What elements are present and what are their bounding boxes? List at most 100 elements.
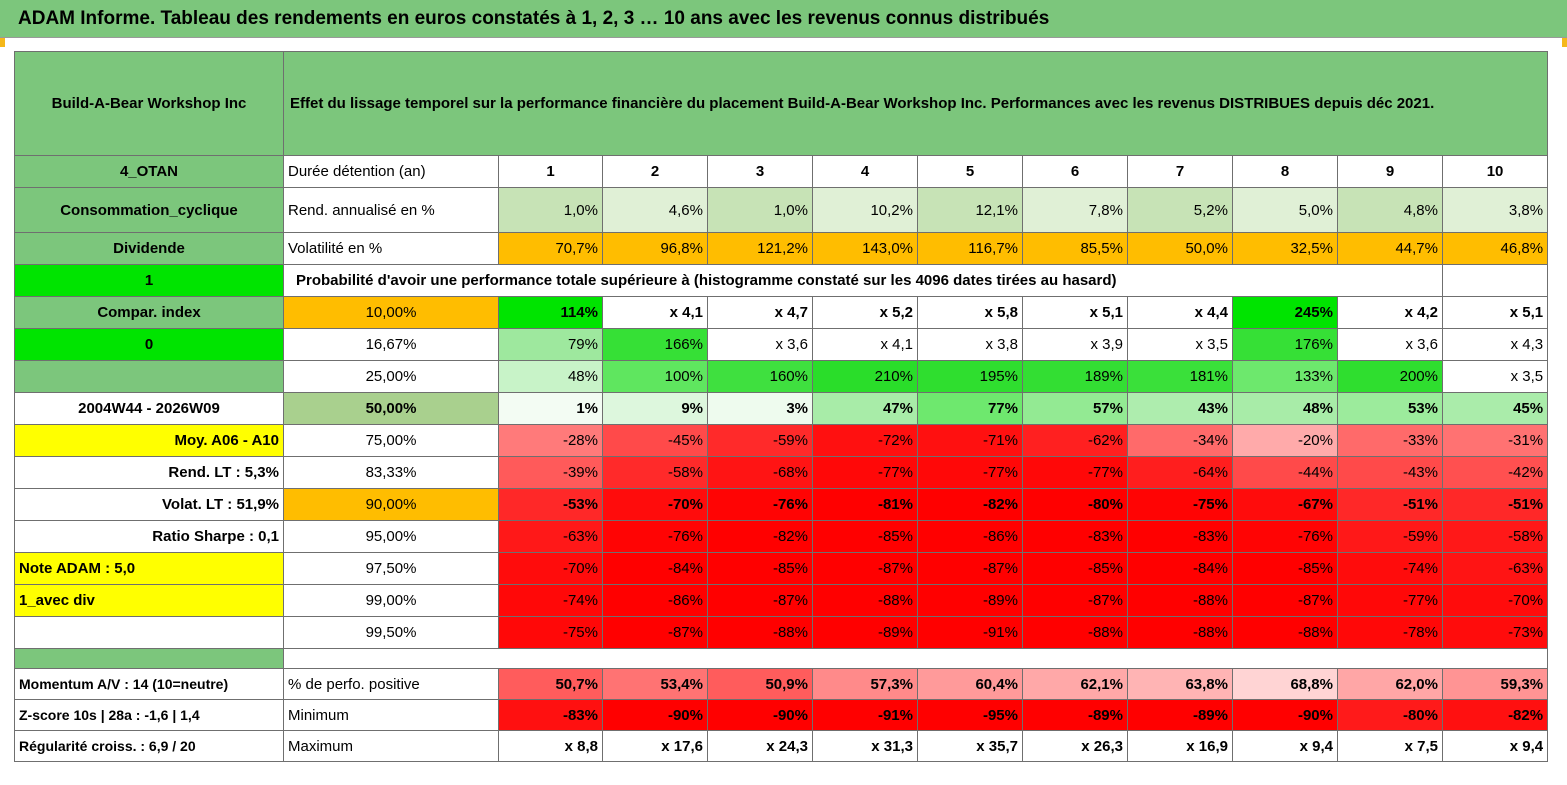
duration-label: Durée détention (an) [283,155,499,188]
compar-index-label: Compar. index [14,296,284,329]
minimum-row: Z-score 10s | 28a : -1,6 | 1,4 Minimum -83… [14,699,1549,731]
year-header-4: 4 [812,155,918,188]
quantile-value-9: 200% [1337,360,1443,393]
quantile-row: 0 16,67% 79% 166% x 3,6 x 4,1 x 3,8 x 3,9 x 3,5 1… [14,328,1549,361]
minimum-5: -95% [917,699,1023,731]
quantile-percent: 97,50% [283,552,499,585]
note-adam-label: Note ADAM : 5,0 [14,552,284,585]
quantile-value-4: -72% [812,424,918,457]
quantile-percent: 50,00% [283,392,499,425]
annualized-return-row: Consommation_cyclique Rend. annualisé en … [14,187,1549,233]
quantile-value-9: -77% [1337,584,1443,617]
quantile-value-2: -76% [602,520,708,553]
volatility-10: 46,8% [1441,232,1549,265]
volatility-9: 44,7% [1337,232,1443,265]
quantile-value-3: -82% [707,520,813,553]
quantile-value-1: 114% [498,296,603,329]
empty-cell [14,616,284,649]
quantile-value-8: -85% [1232,552,1338,585]
corner-marker-right [1562,38,1567,47]
quantile-value-1: 79% [498,328,603,361]
quantile-value-10: 45% [1441,392,1549,425]
regularity-label: Régularité croiss. : 6,9 / 20 [14,730,284,762]
quantile-value-6: x 3,9 [1022,328,1128,361]
annualized-return-4: 10,2% [812,187,918,233]
quantile-value-7: -88% [1127,616,1233,649]
annualized-return-10: 3,8% [1441,187,1549,233]
positive-perf-6: 62,1% [1022,668,1128,700]
probability-label: Probabilité d'avoir une performance tota… [283,264,1443,297]
period-label: 2004W44 - 2026W09 [14,392,284,425]
volat-lt-label: Volat. LT : 51,9% [14,488,284,521]
quantile-row: 1_avec div 99,00% -74% -86% -87% -88% -89% -87%… [14,584,1549,617]
maximum-6: x 26,3 [1022,730,1128,762]
quantile-value-7: -83% [1127,520,1233,553]
quantile-value-8: 133% [1232,360,1338,393]
quantile-value-4: -85% [812,520,918,553]
quantile-value-3: x 3,6 [707,328,813,361]
maximum-8: x 9,4 [1232,730,1338,762]
minimum-1: -83% [498,699,603,731]
header-row: Build-A-Bear Workshop Inc Effet du lissa… [14,51,1549,156]
quantile-value-8: -76% [1232,520,1338,553]
quantile-value-1: -63% [498,520,603,553]
quantile-value-1: 48% [498,360,603,393]
quantile-value-10: x 5,1 [1441,296,1549,329]
quantile-percent: 95,00% [283,520,499,553]
quantile-row: 25,00% 48% 100% 160% 210% 195% 189% 181% 133% 200… [14,360,1549,393]
quantile-value-5: -89% [917,584,1023,617]
quantile-value-4: -77% [812,456,918,489]
quantile-value-3: -85% [707,552,813,585]
quantile-percent: 16,67% [283,328,499,361]
quantile-value-10: -42% [1441,456,1549,489]
quantile-value-7: 43% [1127,392,1233,425]
quantile-row: Rend. LT : 5,3% 83,33% -39% -58% -68% -77% -77… [14,456,1549,489]
quantile-value-3: 3% [707,392,813,425]
empty-green-cell [14,360,284,393]
probability-header-row: 1 Probabilité d'avoir une performance tot… [14,264,1549,297]
maximum-1: x 8,8 [498,730,603,762]
quantile-value-10: -58% [1441,520,1549,553]
quantile-value-5: -71% [917,424,1023,457]
minimum-label: Minimum [283,699,499,731]
minimum-10: -82% [1441,699,1549,731]
quantile-value-2: -84% [602,552,708,585]
maximum-9: x 7,5 [1337,730,1443,762]
quantile-row: Volat. LT : 51,9% 90,00% -53% -70% -76% -81% -… [14,488,1549,521]
quantile-value-8: 245% [1232,296,1338,329]
quantile-value-10: -70% [1441,584,1549,617]
sharpe-label: Ratio Sharpe : 0,1 [14,520,284,553]
quantile-value-10: -73% [1441,616,1549,649]
quantile-value-2: -87% [602,616,708,649]
volatility-8: 32,5% [1232,232,1338,265]
quantile-value-4: -88% [812,584,918,617]
quantile-value-10: x 3,5 [1441,360,1549,393]
quantile-value-10: x 4,3 [1441,328,1549,361]
quantile-row: Ratio Sharpe : 0,1 95,00% -63% -76% -82% -85%… [14,520,1549,553]
quantile-row: 2004W44 - 2026W09 50,00% 1% 9% 3% 47% 77% 57% 43… [14,392,1549,425]
quantile-value-8: 176% [1232,328,1338,361]
quantile-value-6: -85% [1022,552,1128,585]
quantile-value-7: -75% [1127,488,1233,521]
duration-row: 4_OTAN Durée détention (an) 1 2 3 4 5 6 7 8 9 10 [14,155,1549,188]
returns-table: Build-A-Bear Workshop Inc Effet du lissa… [14,51,1549,762]
maximum-row: Régularité croiss. : 6,9 / 20 Maximum x 8,… [14,730,1549,762]
quantile-value-5: -87% [917,552,1023,585]
annualized-return-3: 1,0% [707,187,813,233]
quantile-percent: 99,50% [283,616,499,649]
quantile-value-9: -43% [1337,456,1443,489]
quantile-value-3: -76% [707,488,813,521]
positive-perf-5: 60,4% [917,668,1023,700]
report-title: ADAM Informe. Tableau des rendements en … [18,8,1050,29]
annualized-return-6: 7,8% [1022,187,1128,233]
positive-perf-10: 59,3% [1441,668,1549,700]
positive-perf-2: 53,4% [602,668,708,700]
minimum-6: -89% [1022,699,1128,731]
quantile-value-9: -59% [1337,520,1443,553]
quantile-value-1: 1% [498,392,603,425]
quantile-value-5: x 5,8 [917,296,1023,329]
flag-one: 1 [14,264,284,297]
quantile-row: Moy. A06 - A10 75,00% -28% -45% -59% -72% -71%… [14,424,1549,457]
quantile-row: 99,50% -75% -87% -88% -89% -91% -88% -88% -88% -7… [14,616,1549,649]
annualized-return-9: 4,8% [1337,187,1443,233]
